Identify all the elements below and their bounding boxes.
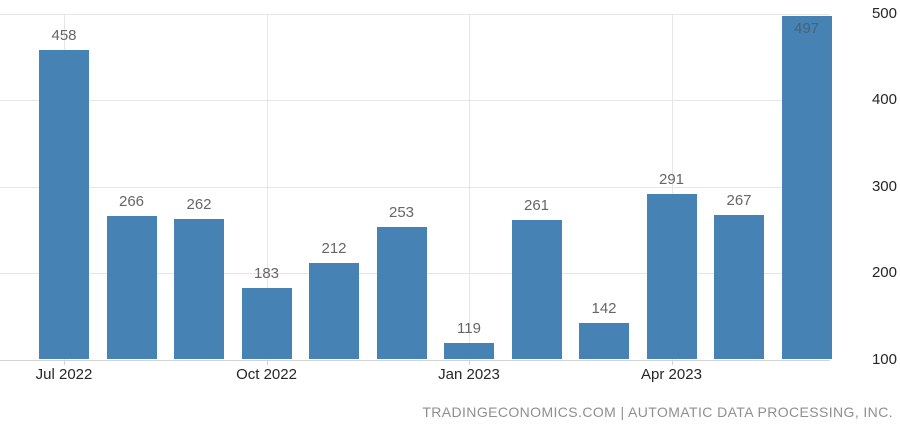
bar-value-label: 253: [388, 204, 415, 222]
bar[interactable]: [241, 287, 292, 360]
bar-value-label: 183: [253, 264, 280, 282]
bar-value-label: 267: [726, 192, 752, 210]
y-axis-label: 400: [871, 91, 897, 108]
bar[interactable]: [444, 343, 494, 360]
y-axis-label: 500: [871, 4, 897, 22]
y-axis-label: 300: [871, 177, 897, 195]
bar[interactable]: [309, 262, 359, 360]
x-gridline: [671, 13, 673, 360]
y-gridline: [0, 100, 830, 101]
x-axis-label: Jan 2023: [438, 366, 500, 383]
x-gridline: [469, 13, 470, 360]
bar[interactable]: [106, 215, 157, 360]
bar-value-label: 142: [591, 300, 617, 318]
bar-value-label: 497: [793, 20, 820, 38]
y-gridline: [0, 186, 830, 188]
x-axis-line: [0, 359, 830, 361]
y-axis-label: 100: [871, 350, 897, 368]
bar-value-label: 262: [186, 196, 212, 214]
bar[interactable]: [579, 323, 629, 360]
x-gridline: [266, 13, 268, 360]
bar-value-label: 261: [523, 197, 550, 215]
x-axis-tick: [64, 360, 65, 365]
y-axis-label: 200: [871, 264, 897, 281]
bar[interactable]: [646, 194, 697, 360]
bar[interactable]: [376, 227, 427, 360]
source-attribution: TRADINGECONOMICS.COM | AUTOMATIC DATA PR…: [422, 404, 893, 420]
x-axis-label: Jul 2022: [35, 366, 93, 383]
bar[interactable]: [781, 16, 832, 360]
x-axis-tick: [266, 360, 268, 365]
bar-value-label: 266: [118, 192, 145, 210]
bar-value-label: 212: [321, 239, 347, 257]
bar-value-label: 291: [658, 171, 685, 189]
bar-value-label: 119: [457, 320, 481, 338]
bar[interactable]: [511, 220, 562, 360]
x-axis-tick: [671, 360, 673, 365]
bar[interactable]: [39, 49, 89, 360]
bar[interactable]: [714, 215, 764, 360]
bar-value-label: 458: [51, 26, 77, 44]
x-axis-label: Oct 2022: [236, 366, 297, 383]
bar[interactable]: [174, 219, 224, 360]
x-axis-tick: [469, 360, 470, 365]
x-axis-label: Apr 2023: [641, 366, 702, 383]
y-gridline: [0, 13, 830, 15]
